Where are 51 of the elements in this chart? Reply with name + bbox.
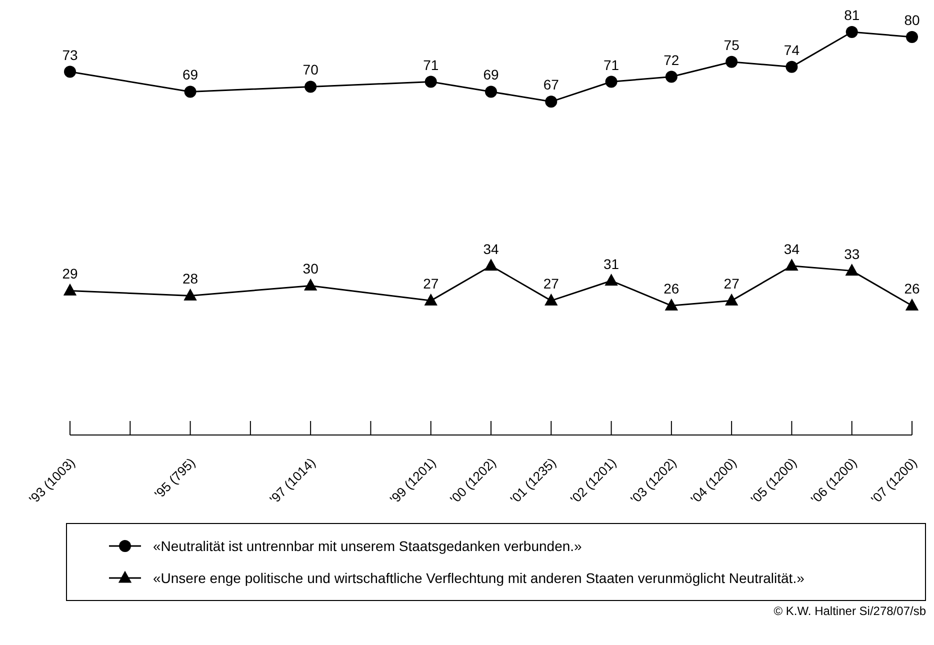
- point: [785, 258, 798, 271]
- data-label: 71: [603, 56, 620, 73]
- point: [184, 288, 197, 300]
- point: [424, 293, 438, 306]
- point: [485, 86, 497, 98]
- legend-label: «Neutralität ist untrennbar mit unserem Staatsgedanken verbunden.»: [153, 538, 582, 554]
- point: [906, 30, 918, 43]
- point: [664, 298, 678, 310]
- data-label: 80: [904, 12, 920, 28]
- data-label: 26: [664, 280, 680, 297]
- data-label: 26: [904, 280, 920, 297]
- data-label: 27: [423, 276, 439, 292]
- data-label: 69: [483, 66, 499, 83]
- point: [184, 86, 196, 98]
- data-label: 72: [664, 52, 680, 68]
- point: [545, 96, 558, 108]
- point: [726, 56, 738, 68]
- data-label: 28: [182, 270, 198, 287]
- point: [304, 278, 318, 291]
- legend-label: «Unsere enge politische und wirtschaftliche Verflechtung mit anderen Staaten verunmöglicht Neutralität.»: [153, 570, 804, 586]
- point: [846, 26, 858, 38]
- data-label: 34: [483, 240, 499, 257]
- data-label: 33: [844, 246, 860, 262]
- data-label: 69: [182, 66, 198, 83]
- data-label: 81: [844, 7, 860, 23]
- data-label: 27: [543, 276, 560, 292]
- point: [905, 298, 919, 310]
- point: [63, 284, 77, 296]
- point: [484, 258, 498, 271]
- data-label: 29: [62, 266, 78, 282]
- data-label: 31: [603, 256, 620, 272]
- point: [665, 70, 678, 83]
- data-label: 75: [724, 36, 740, 53]
- point: [64, 66, 76, 78]
- point: [604, 274, 618, 286]
- data-label: 34: [784, 240, 800, 257]
- point: [544, 293, 558, 306]
- data-label: 30: [302, 260, 319, 277]
- data-label: 71: [423, 56, 439, 73]
- point: [724, 293, 738, 306]
- text: © K.W. Haltiner Si/278/07/sb: [772, 604, 926, 618]
- point: [304, 80, 317, 93]
- point: [424, 76, 437, 88]
- point: [845, 264, 858, 276]
- point: [786, 60, 798, 73]
- data-label: 70: [302, 62, 319, 78]
- data-label: 27: [724, 276, 740, 292]
- data-label: 67: [543, 76, 560, 93]
- data-label: 73: [62, 46, 78, 63]
- point: [605, 76, 618, 88]
- data-label: 74: [784, 42, 800, 58]
